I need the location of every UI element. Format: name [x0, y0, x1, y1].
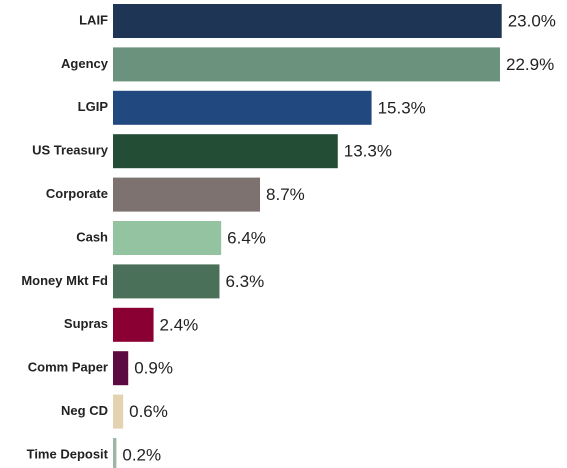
value-label: 22.9%	[506, 55, 554, 74]
bar	[113, 134, 338, 169]
bar	[113, 4, 502, 38]
value-label: 2.4%	[160, 315, 199, 334]
bar	[113, 90, 372, 125]
value-label: 0.2%	[122, 445, 161, 464]
category-label: Agency	[61, 56, 109, 71]
bar	[113, 264, 220, 299]
bar	[113, 177, 261, 212]
category-label: Supras	[64, 316, 108, 331]
category-label: LGIP	[78, 99, 109, 114]
value-label: 0.9%	[134, 359, 173, 378]
bar	[113, 221, 222, 255]
value-label: 13.3%	[344, 142, 392, 161]
bar	[113, 47, 501, 82]
value-label: 0.6%	[129, 402, 168, 421]
bar	[113, 351, 129, 386]
category-label: Comm Paper	[28, 360, 108, 375]
category-label: Neg CD	[61, 403, 108, 418]
value-label: 23.0%	[508, 11, 556, 30]
category-label: US Treasury	[32, 143, 109, 158]
category-label: LAIF	[79, 12, 108, 27]
value-label: 8.7%	[266, 185, 305, 204]
value-label: 6.4%	[227, 228, 266, 247]
value-label: 6.3%	[225, 272, 264, 291]
category-label: Money Mkt Fd	[21, 273, 108, 288]
category-label: Cash	[76, 229, 108, 244]
bar	[113, 438, 117, 468]
bar	[113, 307, 154, 342]
value-label: 15.3%	[378, 98, 426, 117]
category-label: Time Deposit	[27, 446, 109, 461]
category-label: Corporate	[46, 186, 108, 201]
bar	[113, 394, 124, 429]
